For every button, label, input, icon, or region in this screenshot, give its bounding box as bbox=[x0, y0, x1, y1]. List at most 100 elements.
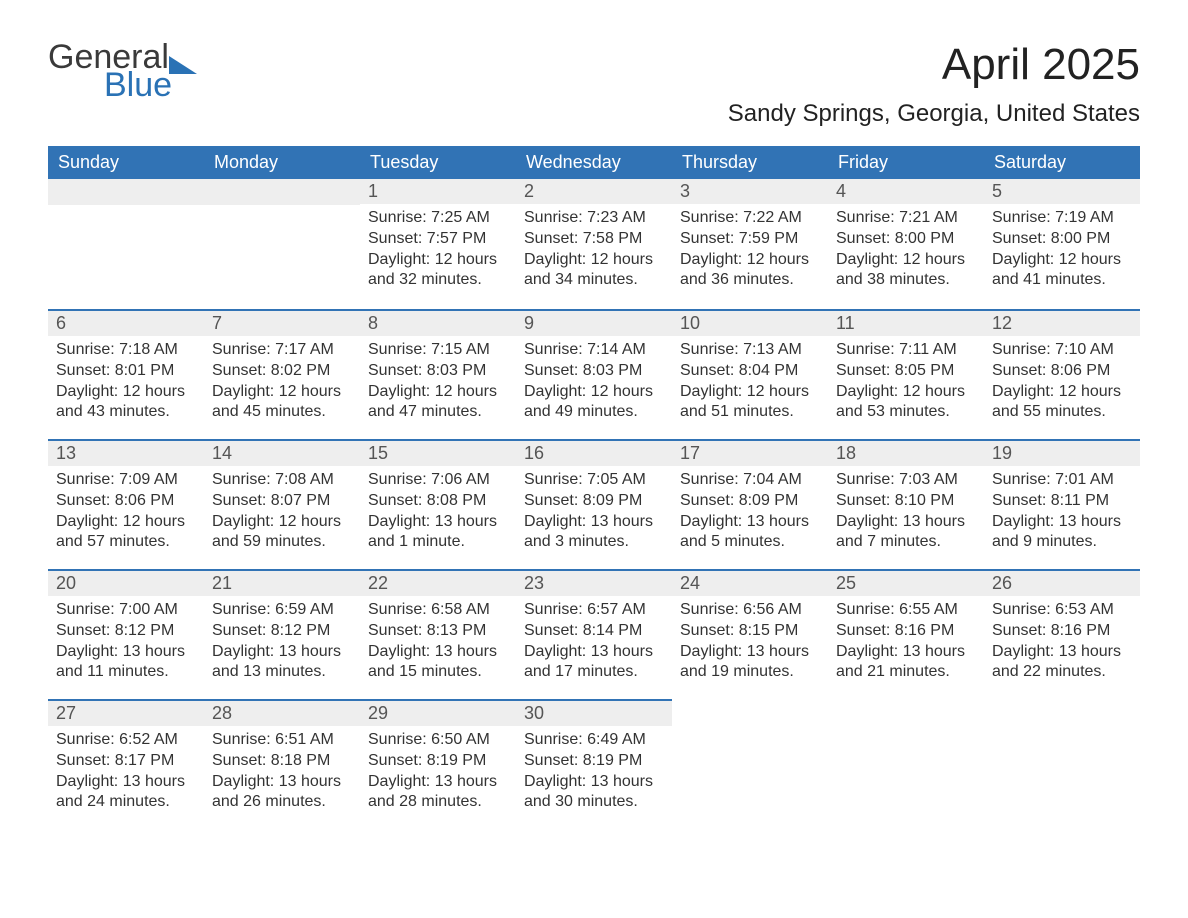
daylight-line: Daylight: 12 hours and 55 minutes. bbox=[992, 382, 1132, 424]
sunset-line: Sunset: 8:06 PM bbox=[56, 491, 196, 512]
sunrise-line: Sunrise: 7:04 AM bbox=[680, 470, 820, 491]
day-number: 4 bbox=[828, 179, 984, 204]
day-details: Sunrise: 7:21 AMSunset: 8:00 PMDaylight:… bbox=[828, 204, 984, 299]
sunset-line: Sunset: 8:14 PM bbox=[524, 621, 664, 642]
calendar-day-cell bbox=[984, 699, 1140, 829]
daylight-line: Daylight: 13 hours and 26 minutes. bbox=[212, 772, 352, 814]
day-number: 3 bbox=[672, 179, 828, 204]
sunrise-line: Sunrise: 7:11 AM bbox=[836, 340, 976, 361]
day-number: 18 bbox=[828, 439, 984, 466]
sunrise-line: Sunrise: 7:10 AM bbox=[992, 340, 1132, 361]
daylight-line: Daylight: 13 hours and 15 minutes. bbox=[368, 642, 508, 684]
sunset-line: Sunset: 8:16 PM bbox=[836, 621, 976, 642]
daylight-line: Daylight: 12 hours and 57 minutes. bbox=[56, 512, 196, 554]
sunrise-line: Sunrise: 6:49 AM bbox=[524, 730, 664, 751]
day-details: Sunrise: 7:03 AMSunset: 8:10 PMDaylight:… bbox=[828, 466, 984, 561]
calendar-day-cell: 7Sunrise: 7:17 AMSunset: 8:02 PMDaylight… bbox=[204, 309, 360, 439]
sunset-line: Sunset: 8:12 PM bbox=[212, 621, 352, 642]
sunset-line: Sunset: 8:08 PM bbox=[368, 491, 508, 512]
day-number: 10 bbox=[672, 309, 828, 336]
daylight-line: Daylight: 13 hours and 19 minutes. bbox=[680, 642, 820, 684]
day-details: Sunrise: 7:00 AMSunset: 8:12 PMDaylight:… bbox=[48, 596, 204, 691]
day-details: Sunrise: 7:13 AMSunset: 8:04 PMDaylight:… bbox=[672, 336, 828, 431]
day-details: Sunrise: 7:22 AMSunset: 7:59 PMDaylight:… bbox=[672, 204, 828, 299]
sunset-line: Sunset: 8:00 PM bbox=[992, 229, 1132, 250]
day-details: Sunrise: 6:52 AMSunset: 8:17 PMDaylight:… bbox=[48, 726, 204, 821]
calendar-day-cell: 20Sunrise: 7:00 AMSunset: 8:12 PMDayligh… bbox=[48, 569, 204, 699]
calendar-week-row: 1Sunrise: 7:25 AMSunset: 7:57 PMDaylight… bbox=[48, 179, 1140, 309]
daylight-line: Daylight: 13 hours and 22 minutes. bbox=[992, 642, 1132, 684]
daylight-line: Daylight: 13 hours and 28 minutes. bbox=[368, 772, 508, 814]
sunrise-line: Sunrise: 7:18 AM bbox=[56, 340, 196, 361]
day-details: Sunrise: 7:15 AMSunset: 8:03 PMDaylight:… bbox=[360, 336, 516, 431]
daylight-line: Daylight: 13 hours and 21 minutes. bbox=[836, 642, 976, 684]
day-details: Sunrise: 6:56 AMSunset: 8:15 PMDaylight:… bbox=[672, 596, 828, 691]
location-label: Sandy Springs, Georgia, United States bbox=[728, 100, 1140, 128]
daylight-line: Daylight: 12 hours and 34 minutes. bbox=[524, 250, 664, 292]
sunset-line: Sunset: 8:19 PM bbox=[524, 751, 664, 772]
day-details: Sunrise: 7:25 AMSunset: 7:57 PMDaylight:… bbox=[360, 204, 516, 299]
calendar-day-cell: 6Sunrise: 7:18 AMSunset: 8:01 PMDaylight… bbox=[48, 309, 204, 439]
day-number: 17 bbox=[672, 439, 828, 466]
calendar-day-cell: 22Sunrise: 6:58 AMSunset: 8:13 PMDayligh… bbox=[360, 569, 516, 699]
day-details: Sunrise: 7:05 AMSunset: 8:09 PMDaylight:… bbox=[516, 466, 672, 561]
sunset-line: Sunset: 8:01 PM bbox=[56, 361, 196, 382]
calendar-day-cell: 23Sunrise: 6:57 AMSunset: 8:14 PMDayligh… bbox=[516, 569, 672, 699]
day-details: Sunrise: 7:18 AMSunset: 8:01 PMDaylight:… bbox=[48, 336, 204, 431]
sunset-line: Sunset: 8:10 PM bbox=[836, 491, 976, 512]
daylight-line: Daylight: 12 hours and 53 minutes. bbox=[836, 382, 976, 424]
day-number: 1 bbox=[360, 179, 516, 204]
sunset-line: Sunset: 8:03 PM bbox=[368, 361, 508, 382]
daylight-line: Daylight: 13 hours and 1 minute. bbox=[368, 512, 508, 554]
day-details: Sunrise: 7:01 AMSunset: 8:11 PMDaylight:… bbox=[984, 466, 1140, 561]
day-number: 14 bbox=[204, 439, 360, 466]
sunrise-line: Sunrise: 6:57 AM bbox=[524, 600, 664, 621]
calendar-day-cell: 13Sunrise: 7:09 AMSunset: 8:06 PMDayligh… bbox=[48, 439, 204, 569]
sunrise-line: Sunrise: 7:15 AM bbox=[368, 340, 508, 361]
calendar-day-cell: 19Sunrise: 7:01 AMSunset: 8:11 PMDayligh… bbox=[984, 439, 1140, 569]
weekday-header: Friday bbox=[828, 146, 984, 179]
daylight-line: Daylight: 13 hours and 9 minutes. bbox=[992, 512, 1132, 554]
sunrise-line: Sunrise: 6:58 AM bbox=[368, 600, 508, 621]
sunrise-line: Sunrise: 6:55 AM bbox=[836, 600, 976, 621]
day-details: Sunrise: 7:19 AMSunset: 8:00 PMDaylight:… bbox=[984, 204, 1140, 299]
sunset-line: Sunset: 8:04 PM bbox=[680, 361, 820, 382]
calendar-week-row: 27Sunrise: 6:52 AMSunset: 8:17 PMDayligh… bbox=[48, 699, 1140, 829]
calendar-day-cell: 26Sunrise: 6:53 AMSunset: 8:16 PMDayligh… bbox=[984, 569, 1140, 699]
brand-logo: General Blue bbox=[48, 40, 197, 102]
calendar-day-cell: 8Sunrise: 7:15 AMSunset: 8:03 PMDaylight… bbox=[360, 309, 516, 439]
day-number: 8 bbox=[360, 309, 516, 336]
daylight-line: Daylight: 12 hours and 47 minutes. bbox=[368, 382, 508, 424]
sunrise-line: Sunrise: 7:23 AM bbox=[524, 208, 664, 229]
sunset-line: Sunset: 8:16 PM bbox=[992, 621, 1132, 642]
sunset-line: Sunset: 8:03 PM bbox=[524, 361, 664, 382]
calendar-day-cell bbox=[48, 179, 204, 309]
calendar-week-row: 20Sunrise: 7:00 AMSunset: 8:12 PMDayligh… bbox=[48, 569, 1140, 699]
day-number: 12 bbox=[984, 309, 1140, 336]
calendar-day-cell: 3Sunrise: 7:22 AMSunset: 7:59 PMDaylight… bbox=[672, 179, 828, 309]
day-number: 13 bbox=[48, 439, 204, 466]
daylight-line: Daylight: 13 hours and 5 minutes. bbox=[680, 512, 820, 554]
day-number: 24 bbox=[672, 569, 828, 596]
sunrise-line: Sunrise: 7:03 AM bbox=[836, 470, 976, 491]
day-details: Sunrise: 6:51 AMSunset: 8:18 PMDaylight:… bbox=[204, 726, 360, 821]
day-details: Sunrise: 6:53 AMSunset: 8:16 PMDaylight:… bbox=[984, 596, 1140, 691]
day-details: Sunrise: 6:57 AMSunset: 8:14 PMDaylight:… bbox=[516, 596, 672, 691]
weekday-header: Monday bbox=[204, 146, 360, 179]
daylight-line: Daylight: 12 hours and 45 minutes. bbox=[212, 382, 352, 424]
weekday-header: Saturday bbox=[984, 146, 1140, 179]
day-number: 19 bbox=[984, 439, 1140, 466]
sunset-line: Sunset: 8:17 PM bbox=[56, 751, 196, 772]
calendar-day-cell: 25Sunrise: 6:55 AMSunset: 8:16 PMDayligh… bbox=[828, 569, 984, 699]
sunset-line: Sunset: 8:05 PM bbox=[836, 361, 976, 382]
sunset-line: Sunset: 7:58 PM bbox=[524, 229, 664, 250]
day-number: 6 bbox=[48, 309, 204, 336]
day-number: 28 bbox=[204, 699, 360, 726]
sunrise-line: Sunrise: 7:05 AM bbox=[524, 470, 664, 491]
daylight-line: Daylight: 12 hours and 36 minutes. bbox=[680, 250, 820, 292]
sunrise-line: Sunrise: 6:59 AM bbox=[212, 600, 352, 621]
sunrise-line: Sunrise: 6:50 AM bbox=[368, 730, 508, 751]
page-title: April 2025 bbox=[728, 40, 1140, 90]
day-number: 20 bbox=[48, 569, 204, 596]
daylight-line: Daylight: 13 hours and 30 minutes. bbox=[524, 772, 664, 814]
